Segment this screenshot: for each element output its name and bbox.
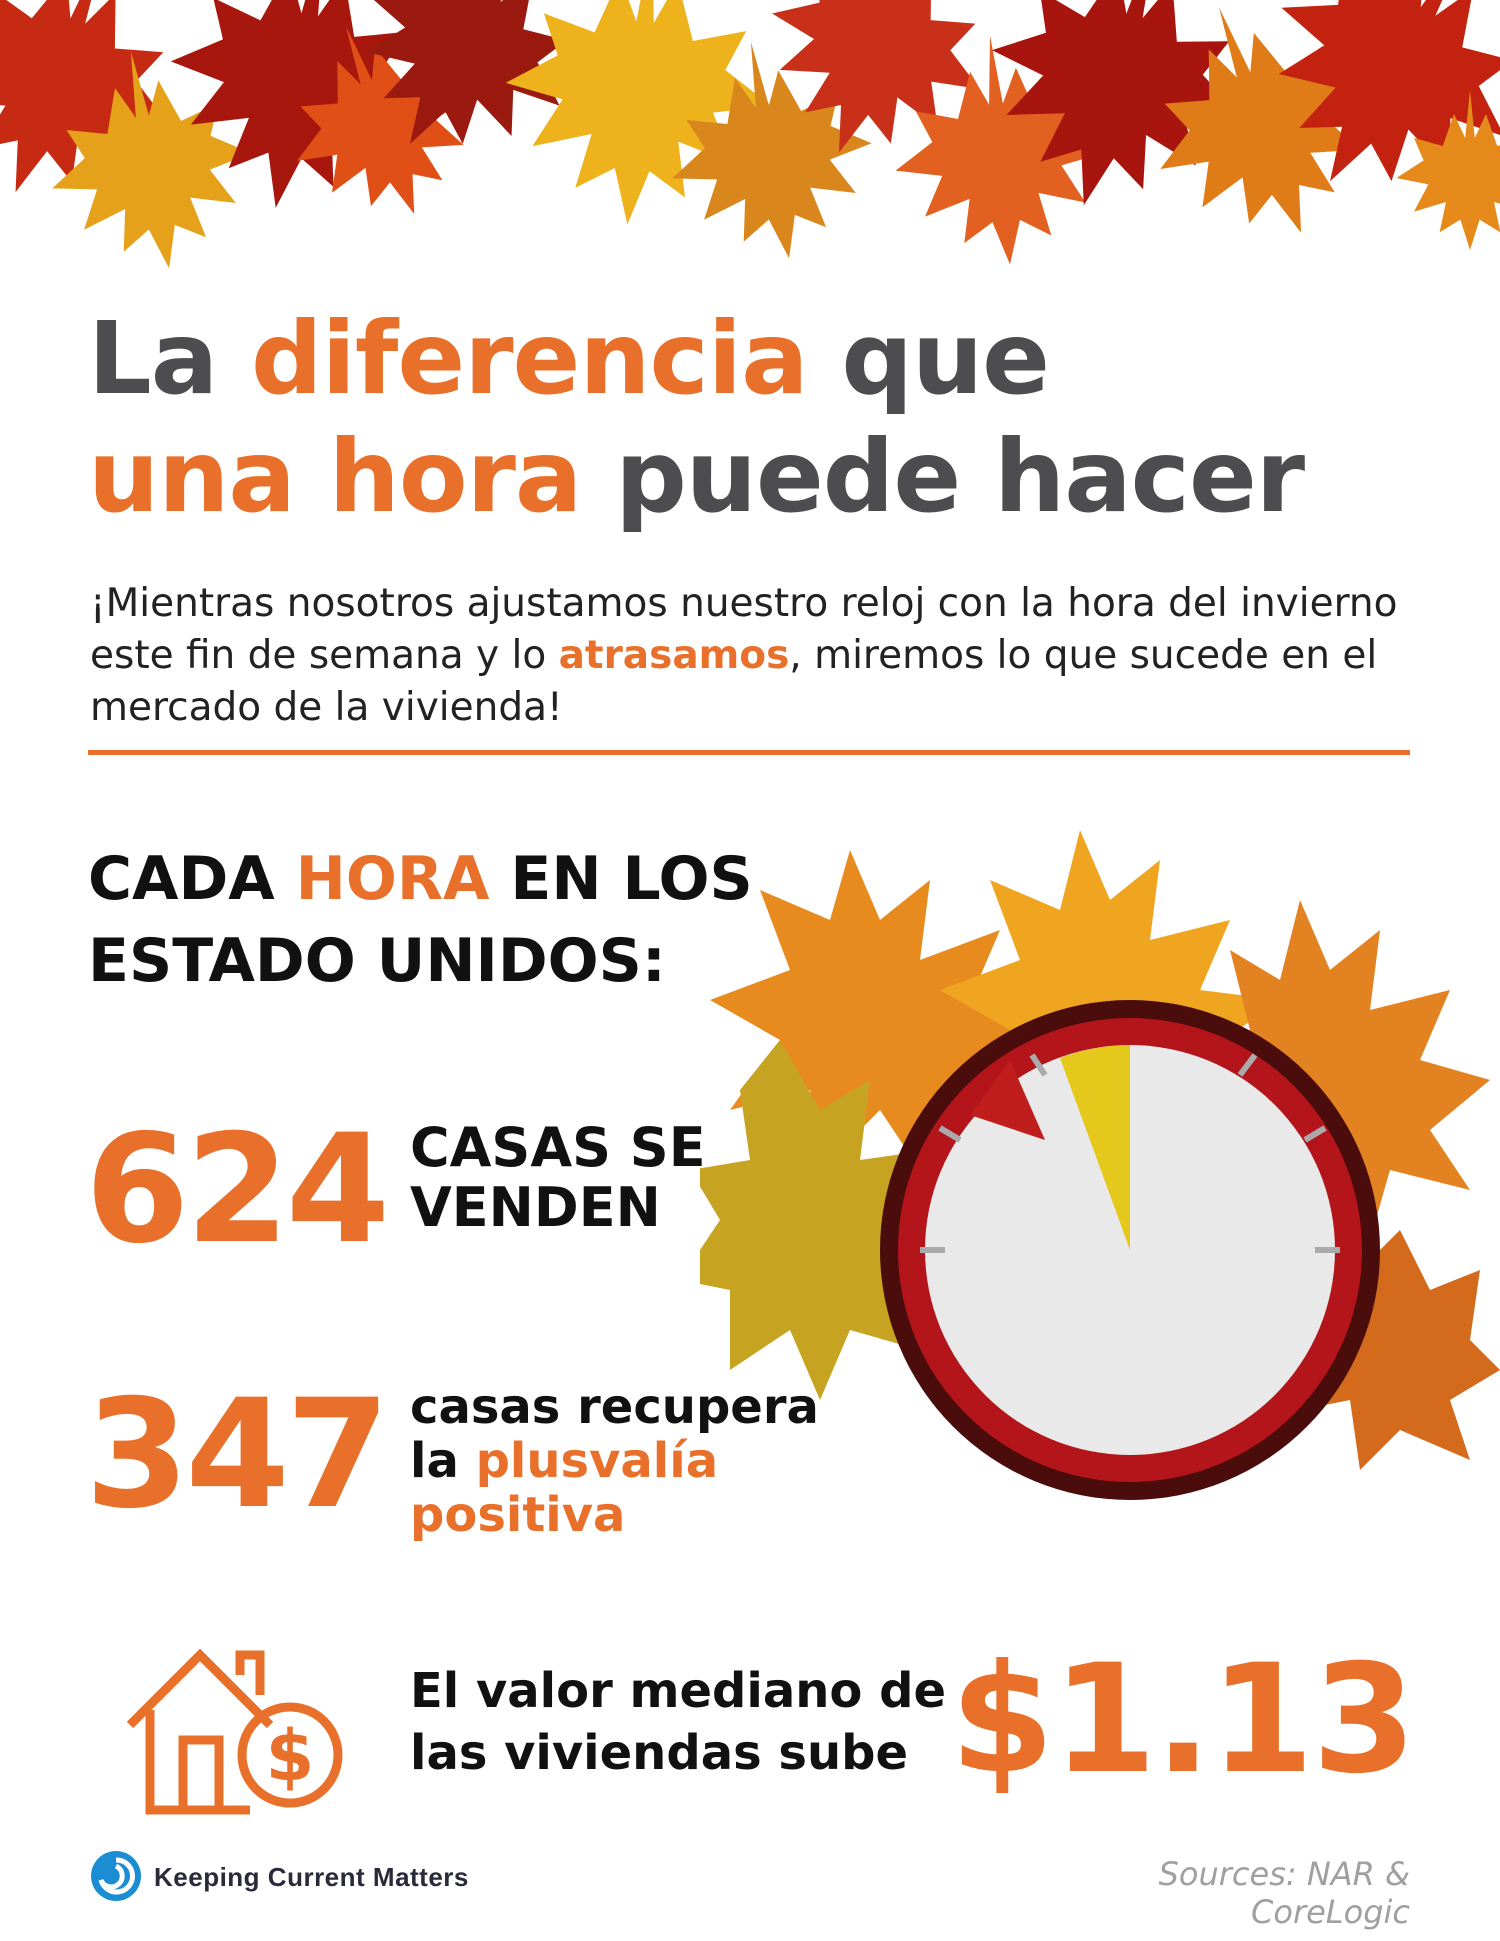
house-chimney xyxy=(235,1650,265,1695)
house-dollar-icon: $ xyxy=(126,1648,343,1815)
clock-elapsed-wedge xyxy=(1060,1045,1130,1250)
section-title-highlight-hora: HORA xyxy=(295,844,490,914)
stat-positive-equity-label-la: la xyxy=(410,1433,476,1489)
intro-text-2: , miremos lo que sucede en el mercado de… xyxy=(90,633,1378,730)
logo-text: Keeping Current Matters xyxy=(154,1862,469,1892)
intro-highlight-atrasamos: atrasamos xyxy=(558,633,790,678)
intro-paragraph: ¡Mientras nosotros ajustamos nuestro rel… xyxy=(90,578,1400,734)
stat-median-value-label: El valor mediano de las viviendas sube xyxy=(410,1663,946,1781)
intro-text-1: ¡Mientras nosotros ajustamos nuestro rel… xyxy=(90,581,1398,678)
stat-positive-equity-value: 347 xyxy=(85,1368,390,1542)
clock-icon xyxy=(700,830,1500,1500)
headline-highlight-una-hora: una hora xyxy=(88,418,582,535)
section-title-cada: CADA xyxy=(88,844,296,914)
section-title: CADA HORA EN LOS ESTADO UNIDOS: xyxy=(88,838,848,1002)
dollar-coin-icon xyxy=(237,1702,343,1808)
stat-positive-equity-label: casas recupera la plusvalía positiva xyxy=(410,1380,870,1542)
house-door xyxy=(178,1735,224,1815)
sources-note: Sources: NAR & CoreLogic xyxy=(1158,1855,1410,1931)
stat-positive-equity-label-line1: casas recupera xyxy=(410,1379,819,1435)
headline: La diferencia que una hora puede hacer xyxy=(88,300,1428,536)
stat-homes-sold-value: 624 xyxy=(85,1103,390,1277)
stat-median-value-amount: $1.13 xyxy=(950,1633,1416,1807)
divider-rule xyxy=(88,750,1410,755)
stat-homes-sold-label: CASAS SE VENDEN xyxy=(410,1116,706,1239)
logo-swirl-icon xyxy=(91,1851,141,1901)
maple-leaves-top-decoration xyxy=(0,0,1500,286)
headline-highlight-diferencia: diferencia xyxy=(251,300,809,417)
section-title-rest: EN LOS ESTADO UNIDOS: xyxy=(88,844,753,996)
headline-part-puede-hacer: puede hacer xyxy=(581,418,1305,535)
clock-arrow-head xyxy=(970,1060,1045,1140)
clock-tick-marks xyxy=(920,1053,1340,1253)
dollar-sign-glyph: $ xyxy=(266,1715,315,1797)
house-roof xyxy=(126,1648,274,1729)
headline-part-la: La xyxy=(88,300,252,417)
house-walls xyxy=(145,1710,250,1815)
stat-positive-equity-label-highlight: plusvalía positiva xyxy=(410,1433,719,1543)
headline-part-que: que xyxy=(807,300,1050,417)
